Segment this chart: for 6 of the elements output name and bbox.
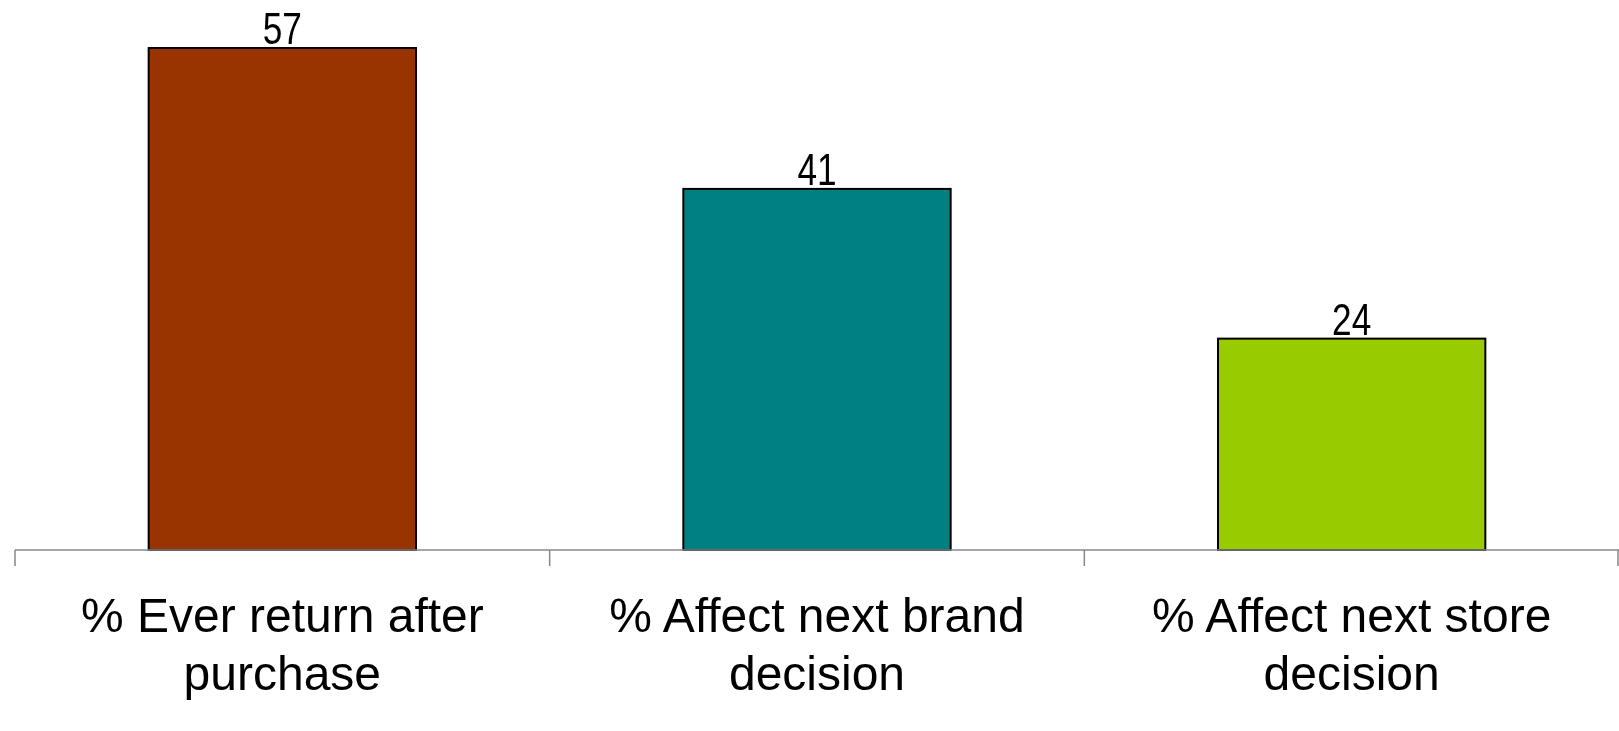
data-label: 24 — [1332, 294, 1372, 344]
data-label: 57 — [262, 4, 302, 53]
x-tick-label: % Affect next store decision — [1152, 589, 1552, 700]
data-label: 41 — [797, 145, 837, 194]
x-tick-label: % Ever return after purchase — [80, 589, 484, 700]
x-tick-label: % Affect next brand decision — [609, 589, 1025, 700]
